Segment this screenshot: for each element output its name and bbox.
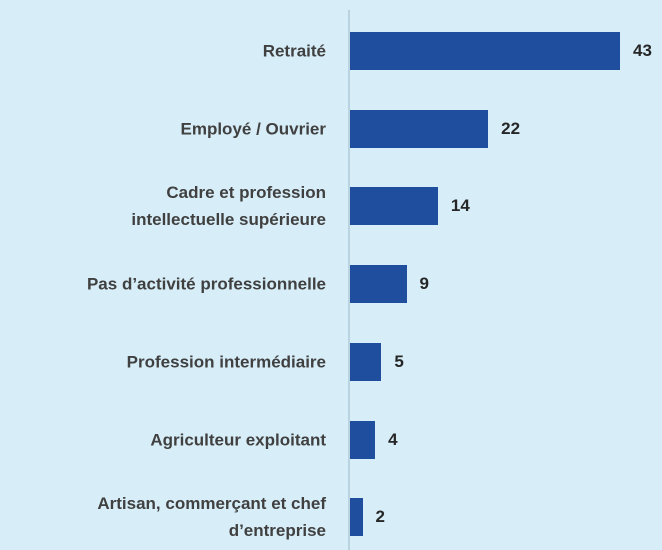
bar <box>350 498 363 537</box>
value-label: 4 <box>388 429 398 449</box>
bar <box>350 32 620 70</box>
value-label: 5 <box>394 351 404 371</box>
value-label: 9 <box>419 274 429 294</box>
value-label: 43 <box>633 41 652 60</box>
bar <box>350 265 407 304</box>
category-label: Profession intermédiaire <box>126 352 326 372</box>
category-axis <box>348 10 350 550</box>
category-label: Employé / Ouvrier <box>180 119 327 139</box>
bar <box>350 420 376 459</box>
category-label: Agriculteur exploitant <box>150 430 326 449</box>
category-label: Artisan, commerçant et chef d’entreprise <box>97 494 326 541</box>
bar <box>350 342 382 381</box>
bar <box>350 109 489 148</box>
value-label: 14 <box>450 196 470 216</box>
value-label: 22 <box>501 118 521 138</box>
category-label: Pas d’activité professionnelle <box>86 274 326 294</box>
category-label: Cadre et profession intellectuelle supér… <box>131 183 326 230</box>
bar <box>350 187 438 226</box>
category-label: Retraité <box>262 41 326 61</box>
value-label: 2 <box>375 507 386 527</box>
